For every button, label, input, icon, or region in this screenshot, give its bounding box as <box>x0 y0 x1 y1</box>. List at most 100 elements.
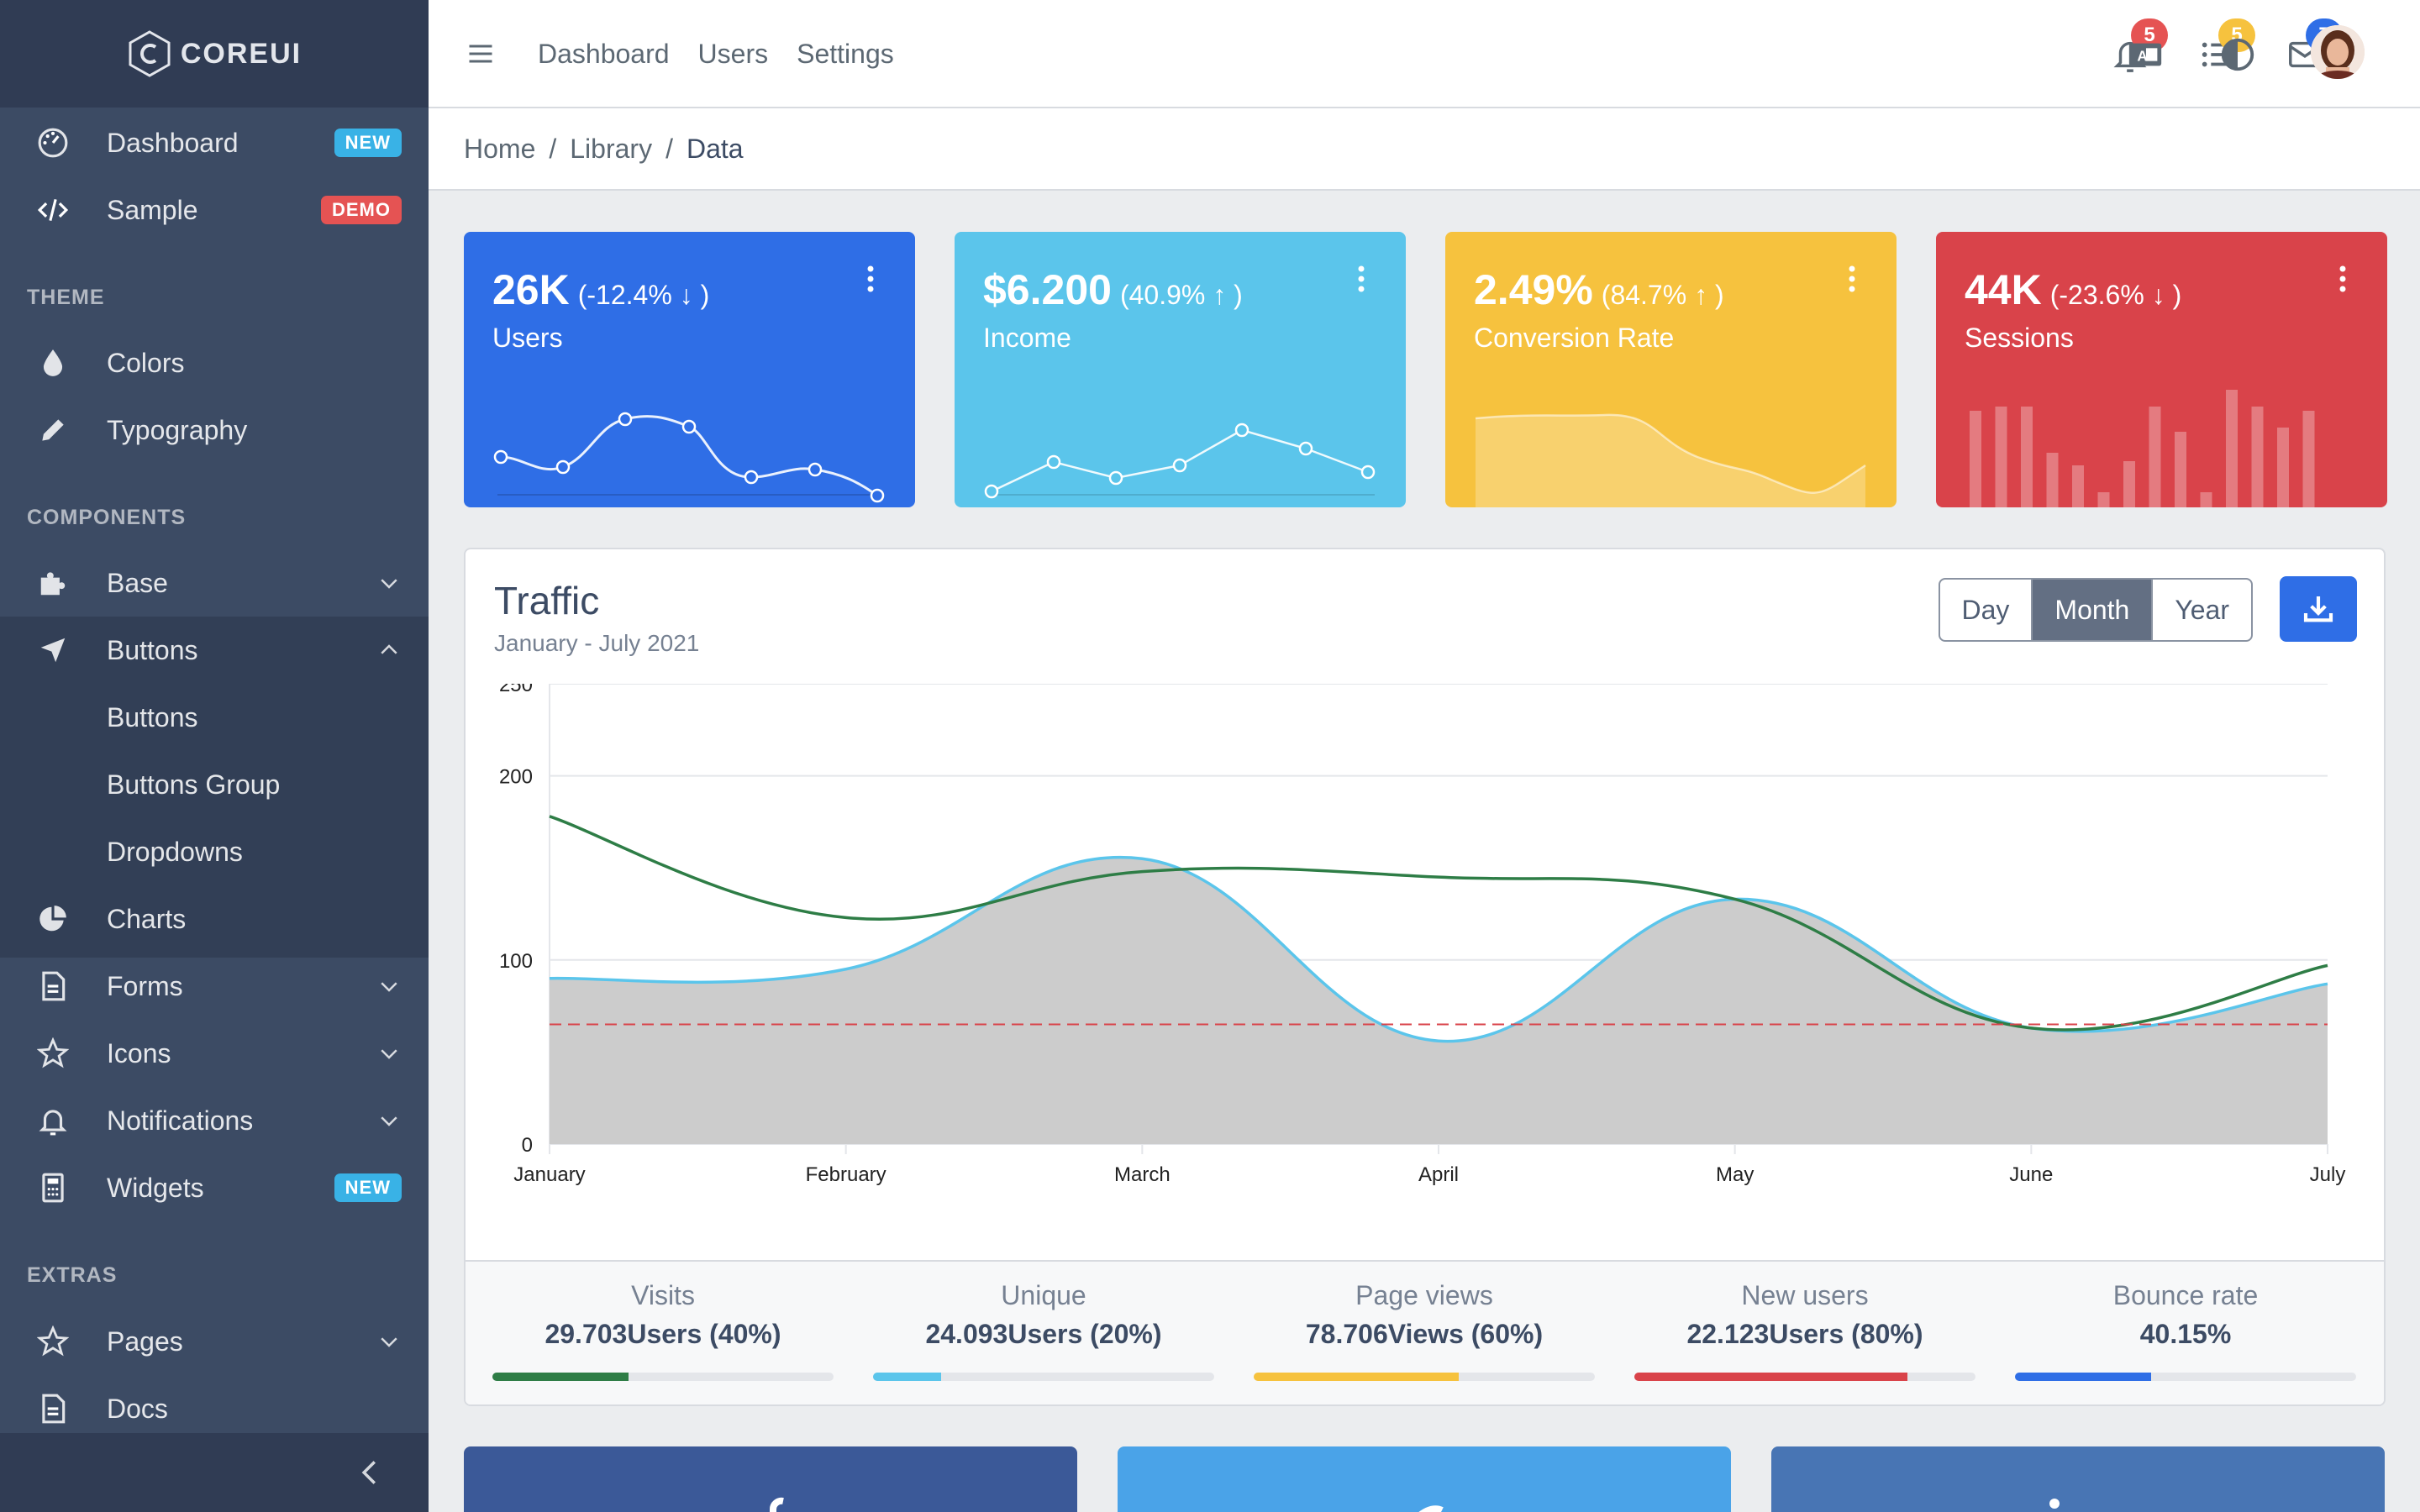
language-button[interactable]: A <box>2126 35 2165 74</box>
more-vertical-icon[interactable] <box>1355 262 1367 296</box>
sidebar-item-label: Dropdowns <box>107 836 243 867</box>
nav-title-theme: THEME <box>27 286 105 309</box>
x-tick-label: July <box>2310 1163 2346 1186</box>
chart-pie-icon <box>35 901 71 937</box>
x-tick-label: June <box>2009 1163 2053 1186</box>
sidebar-item-icons[interactable]: Icons <box>0 1020 429 1087</box>
session-bar <box>2072 465 2084 507</box>
x-tick-label: January <box>513 1163 585 1186</box>
star-icon <box>35 1324 71 1359</box>
theme-toggle-button[interactable] <box>2218 35 2257 74</box>
period-month-button[interactable]: Month <box>2033 580 2154 640</box>
sidebar-item-base[interactable]: Base <box>0 549 429 617</box>
sidebar-subitem-buttons[interactable]: Buttons <box>0 684 429 751</box>
sidebar-item-label: Typography <box>107 414 248 445</box>
sidebar-item-notifications[interactable]: Notifications <box>0 1087 429 1154</box>
session-bar <box>2175 432 2186 507</box>
sidebar-item-widgets[interactable]: Widgets NEW <box>0 1154 429 1221</box>
traffic-title: Traffic <box>494 579 600 622</box>
sidebar-item-charts[interactable]: Charts <box>0 885 429 953</box>
stat-progress-fill <box>2015 1373 2152 1381</box>
more-vertical-icon[interactable] <box>865 262 876 296</box>
y-tick-label: 200 <box>499 766 533 789</box>
breadcrumb-home[interactable]: Home <box>464 133 536 164</box>
stat-value: 29.703Users (40%) <box>544 1319 781 1349</box>
stat-progress <box>1634 1373 1975 1381</box>
sidebar-item-sample[interactable]: Sample DEMO <box>0 176 429 244</box>
svg-text:A: A <box>2137 48 2147 65</box>
stat-label: Visits <box>631 1280 695 1310</box>
pencil-icon <box>35 412 71 448</box>
sidebar-item-dashboard[interactable]: Dashboard NEW <box>0 109 429 176</box>
chevron-left-icon <box>361 1461 376 1484</box>
sidebar-item-pages[interactable]: Pages <box>0 1308 429 1375</box>
traffic-chart: 0 100 200 250 January February March April May Ju… <box>499 684 2346 1186</box>
nav-title-extras: EXTRAS <box>27 1263 118 1287</box>
menu-icon[interactable] <box>466 39 496 69</box>
breadcrumb-library[interactable]: Library <box>570 133 653 164</box>
widget-change: (40.9% ↑ ) <box>1119 280 1243 310</box>
more-vertical-icon[interactable] <box>2337 262 2349 296</box>
nav-title-components: COMPONENTS <box>27 506 187 529</box>
brand[interactable]: COREUI <box>0 0 429 108</box>
sidebar-item-colors[interactable]: Colors <box>0 329 429 396</box>
session-bar <box>1970 411 1981 507</box>
series-area-0 <box>550 857 2328 1144</box>
stat-progress <box>2015 1373 2356 1381</box>
breadcrumb-separator: / <box>549 133 557 164</box>
sidebar-item-label: Dashboard <box>107 127 239 158</box>
stat-visits: Visits 29.703Users (40%) <box>492 1262 834 1404</box>
sidebar-item-forms[interactable]: Forms <box>0 953 429 1020</box>
header-nav-settings[interactable]: Settings <box>797 39 894 69</box>
download-button[interactable] <box>2280 576 2357 642</box>
drop-icon <box>35 345 71 381</box>
sidebar-item-typography[interactable]: Typography <box>0 396 429 464</box>
widget-change: (84.7% ↑ ) <box>1601 280 1724 310</box>
period-day-button[interactable]: Day <box>1940 580 2033 640</box>
bell-icon <box>35 1103 71 1138</box>
sidebar-toggler[interactable] <box>0 1433 429 1512</box>
traffic-stats: Visits 29.703Users (40%) Unique 24.093Us… <box>466 1260 2384 1404</box>
breadcrumb: Home / Library / Data <box>429 108 2420 191</box>
sidebar-subitem-dropdowns[interactable]: Dropdowns <box>0 818 429 885</box>
header: Dashboard Users Settings 5 5 7 A <box>429 0 2420 108</box>
stat-progress <box>873 1373 1214 1381</box>
new-badge: NEW <box>334 129 402 157</box>
series-line-1 <box>549 815 2328 1032</box>
x-tick-label: May <box>1716 1163 1754 1186</box>
widget-users: 26K (-12.4% ↓ ) Users <box>464 232 915 507</box>
twitter-icon <box>1418 1505 1444 1512</box>
stat-progress-fill <box>492 1373 629 1381</box>
sidebar-item-label: Buttons Group <box>107 769 281 800</box>
coreui-logo-icon <box>129 30 171 77</box>
sidebar-item-buttons[interactable]: Buttons <box>0 617 429 684</box>
avatar[interactable] <box>2311 25 2365 79</box>
linkedin-card <box>1771 1446 2385 1512</box>
session-bar <box>1995 407 2007 507</box>
y-tick-label: 0 <box>522 1134 533 1157</box>
stat-value: 78.706Views (60%) <box>1305 1319 1544 1349</box>
y-tick-label: 100 <box>499 950 533 973</box>
brand-name: COREUI <box>180 37 302 70</box>
new-badge: NEW <box>334 1173 402 1202</box>
session-bar <box>2149 407 2161 507</box>
sidebar-subitem-buttons-group[interactable]: Buttons Group <box>0 751 429 818</box>
traffic-subtitle: January - July 2021 <box>494 630 700 656</box>
chevron-down-icon <box>381 1337 397 1347</box>
x-tick-label: April <box>1418 1163 1459 1186</box>
header-nav-users[interactable]: Users <box>697 39 769 69</box>
linkedin-icon <box>2049 1499 2060 1509</box>
period-year-button[interactable]: Year <box>2175 594 2229 625</box>
sidebar-item-docs[interactable]: Docs <box>0 1375 429 1442</box>
session-bar <box>2302 411 2315 507</box>
calculator-icon <box>35 1170 71 1205</box>
widget-sessions: 44K (-23.6% ↓ ) Sessions <box>1936 232 2387 507</box>
speedometer-icon <box>35 125 71 160</box>
more-vertical-icon[interactable] <box>1846 262 1858 296</box>
user-photo <box>2311 25 2365 79</box>
widget-income: $6.200 (40.9% ↑ ) Income <box>955 232 1406 507</box>
header-nav-dashboard[interactable]: Dashboard <box>538 39 670 69</box>
star-icon <box>35 1036 71 1071</box>
widget-title: Conversion Rate <box>1474 323 1675 353</box>
session-bar <box>2251 407 2264 507</box>
